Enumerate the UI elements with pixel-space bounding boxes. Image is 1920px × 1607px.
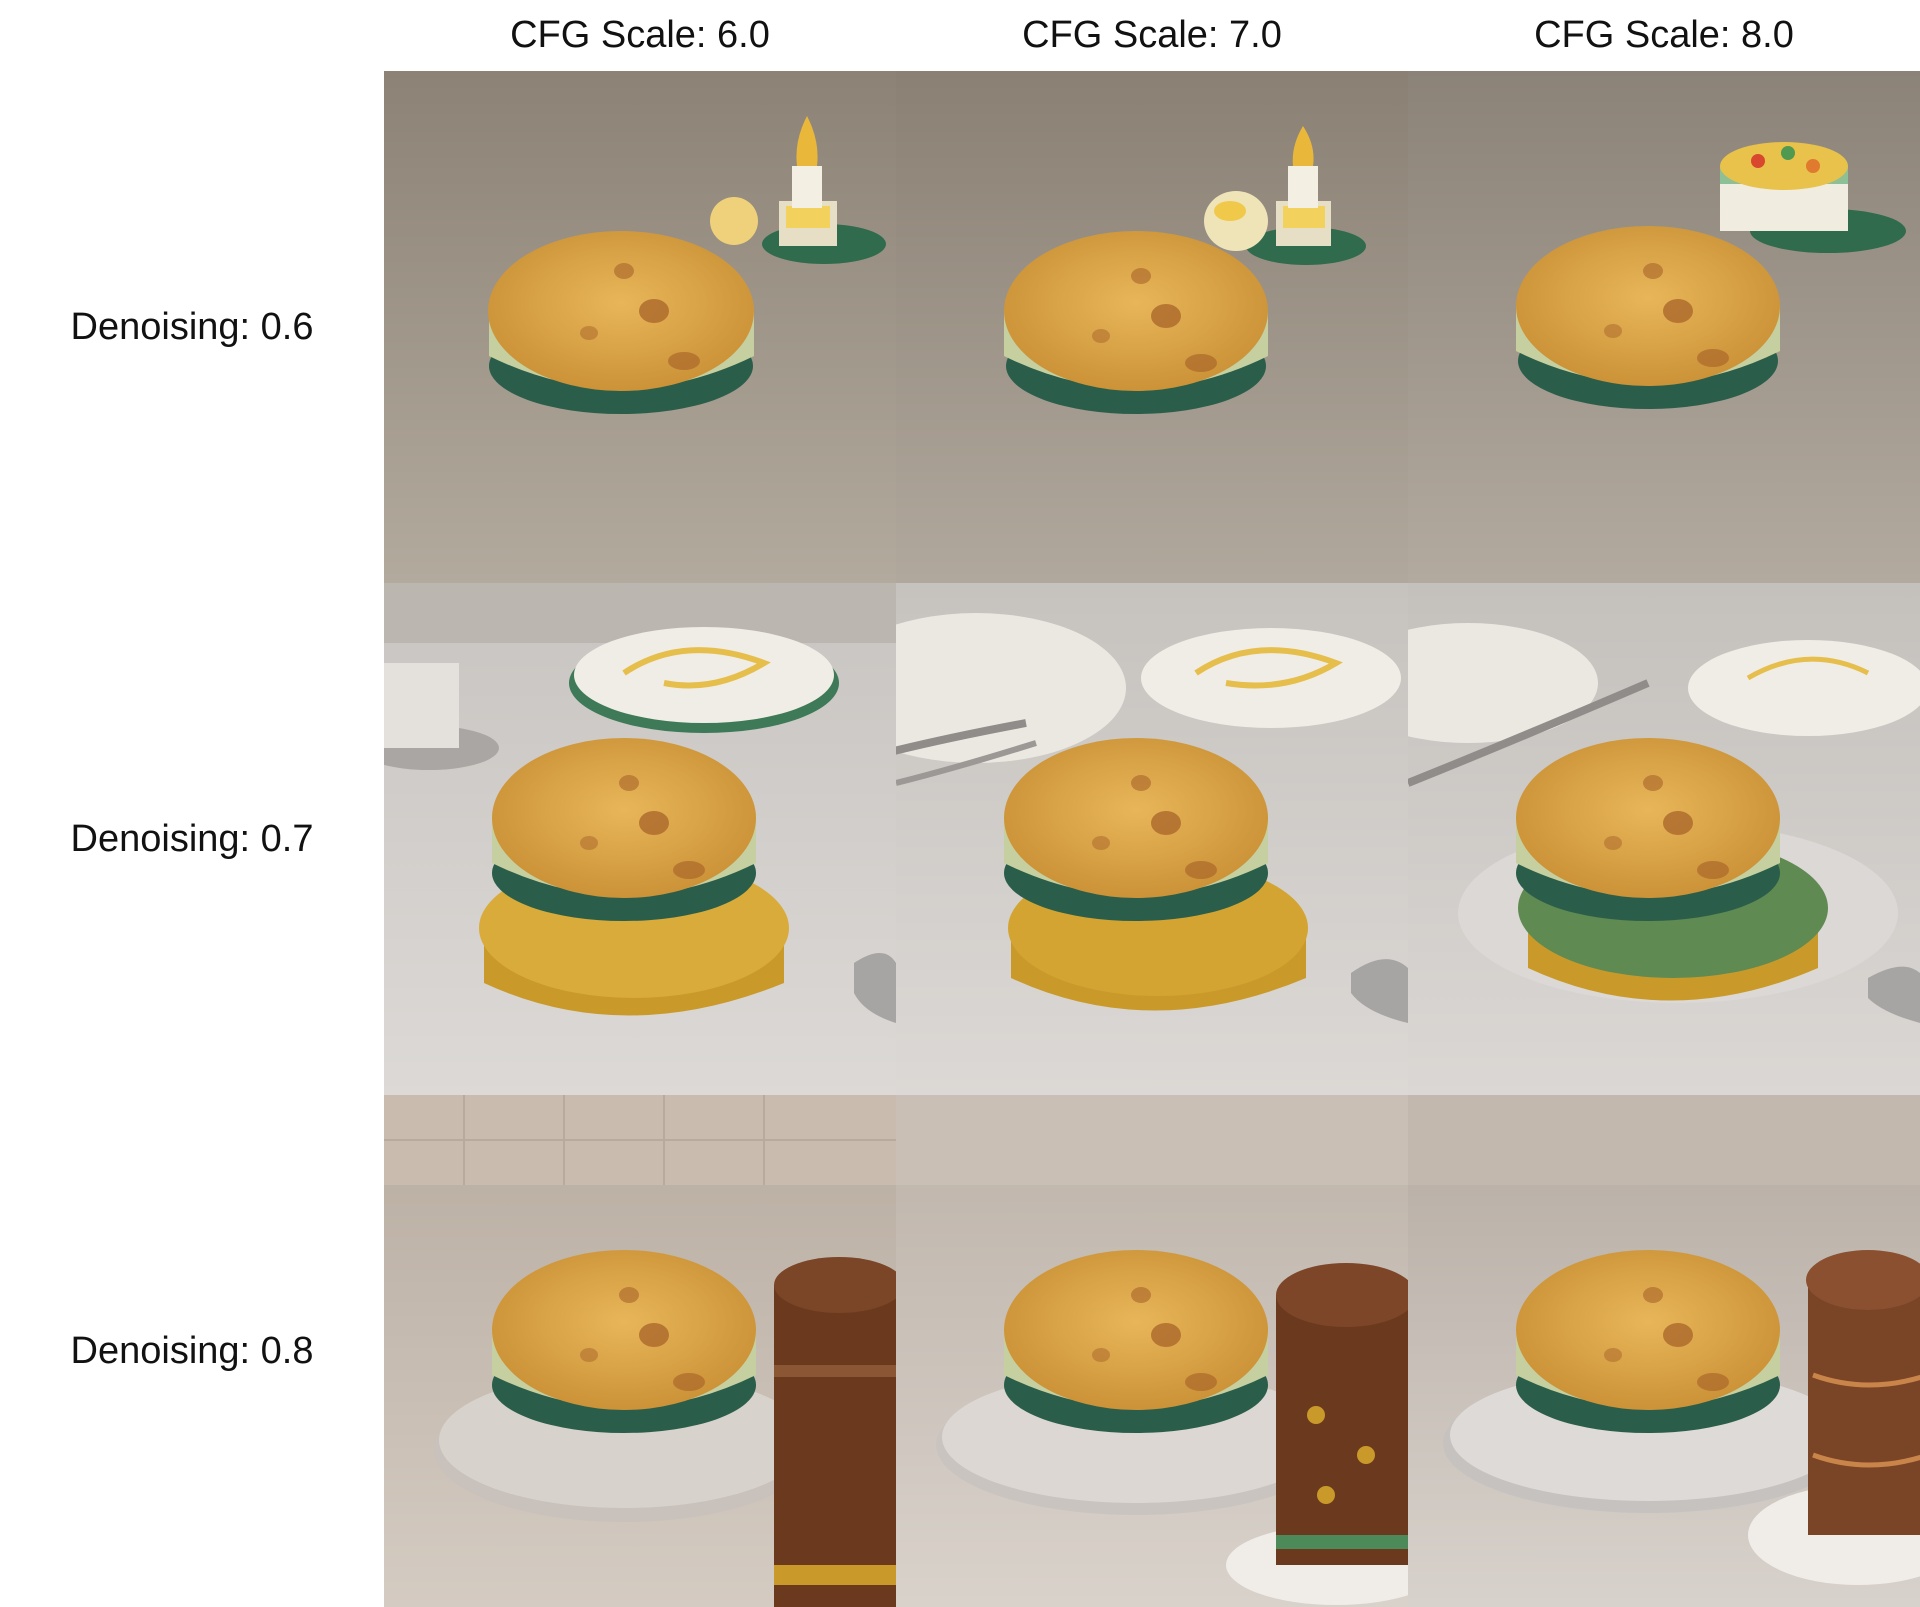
cake-image-r3-c1 xyxy=(384,1095,896,1607)
cake-image-r2-c2 xyxy=(896,583,1408,1095)
cake-image-r1-c3 xyxy=(1408,71,1920,583)
cake-image-r1-c2 xyxy=(896,71,1408,583)
row-header-denoising-0-7: Denoising: 0.7 xyxy=(70,817,314,860)
cake-image-r1-c1 xyxy=(384,71,896,583)
column-header-cfg-6: CFG Scale: 6.0 xyxy=(510,14,770,56)
cake-image-r3-c2 xyxy=(896,1095,1408,1607)
column-header-cfg-8: CFG Scale: 8.0 xyxy=(1534,14,1794,56)
cake-image-r3-c3 xyxy=(1408,1095,1920,1607)
row-header-denoising-0-6: Denoising: 0.6 xyxy=(70,305,314,348)
cake-image-r2-c1 xyxy=(384,583,896,1095)
cake-image-r2-c3 xyxy=(1408,583,1920,1095)
column-header-cfg-7: CFG Scale: 7.0 xyxy=(1022,14,1282,56)
row-header-denoising-0-8: Denoising: 0.8 xyxy=(70,1329,314,1372)
